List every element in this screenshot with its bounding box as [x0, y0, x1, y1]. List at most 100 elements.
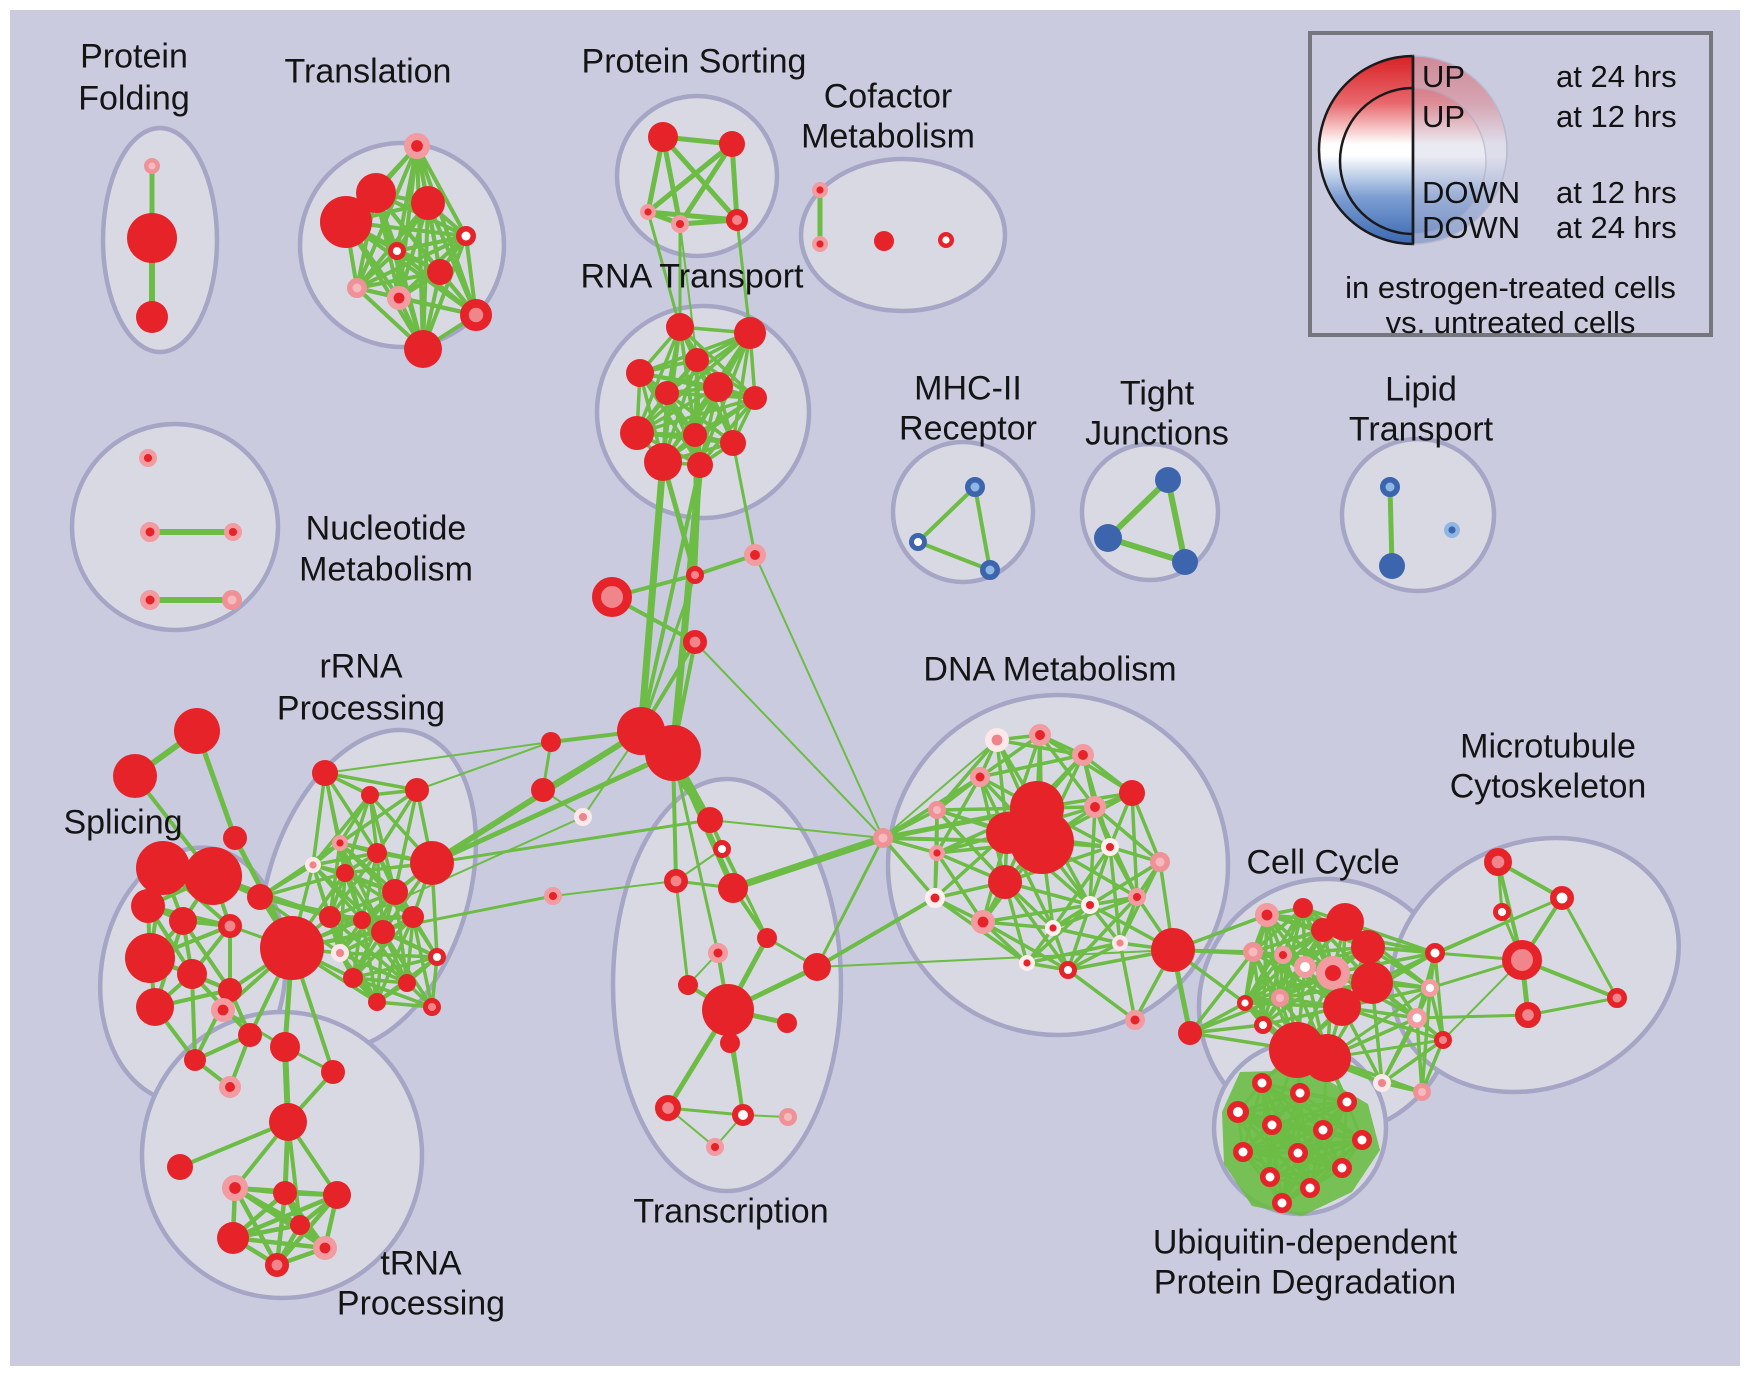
gene-node	[427, 259, 453, 285]
edge	[637, 458, 667, 735]
gene-node	[411, 186, 445, 220]
gene-node	[371, 920, 395, 944]
gene-node	[720, 1033, 740, 1053]
gene-node	[368, 993, 386, 1011]
gene-node	[1433, 1030, 1452, 1049]
edge	[1118, 941, 1137, 1022]
legend-note-line2: vs. untreated cells	[1385, 305, 1636, 340]
edge	[635, 396, 757, 435]
edge	[671, 751, 720, 955]
gene-node	[644, 443, 682, 481]
gene-node	[803, 953, 831, 981]
gene-node	[410, 841, 454, 885]
edge	[355, 270, 442, 290]
edge	[421, 234, 468, 351]
gene-node	[260, 916, 324, 980]
gene-node	[648, 122, 678, 152]
gene-node	[1351, 962, 1393, 1004]
gene-node	[404, 330, 442, 368]
gene-node	[1172, 549, 1198, 575]
gene-node	[1337, 1092, 1357, 1112]
edge	[1088, 805, 1097, 907]
gene-node	[1514, 1002, 1541, 1029]
gene-node	[640, 203, 657, 220]
edge	[360, 918, 409, 985]
gene-node	[264, 1253, 289, 1278]
edge	[635, 325, 682, 435]
gene-node	[663, 868, 688, 893]
gene-node	[184, 1049, 206, 1071]
legend-row-dir: UP	[1422, 59, 1466, 94]
edge	[338, 951, 439, 959]
edge	[178, 1120, 290, 1169]
gene-node	[1379, 553, 1405, 579]
gene-node	[361, 786, 379, 804]
gene-node	[1119, 780, 1145, 806]
gene-node	[1100, 837, 1119, 856]
gene-node	[925, 888, 945, 908]
gene-node	[388, 242, 407, 261]
gene-node	[136, 301, 168, 333]
edge	[328, 841, 342, 919]
edge	[981, 920, 1070, 972]
gene-node	[718, 873, 748, 903]
edge	[1251, 906, 1305, 954]
edge	[660, 134, 740, 223]
edge	[415, 144, 468, 238]
gene-node	[217, 1222, 249, 1254]
gene-node	[223, 826, 247, 850]
gene-node	[343, 968, 363, 988]
gene-node	[169, 907, 197, 935]
edge	[360, 851, 379, 922]
legend-box	[1308, 31, 1713, 337]
edge	[646, 210, 682, 329]
gene-node	[970, 767, 990, 787]
gene-node	[323, 1181, 351, 1209]
edge	[1387, 484, 1395, 569]
gene-node	[980, 560, 1000, 580]
gene-node	[224, 522, 243, 541]
edge	[916, 540, 992, 572]
gene-node	[320, 196, 372, 248]
gene-node	[697, 807, 723, 833]
gene-node	[1178, 1021, 1202, 1045]
gene-node	[1407, 1008, 1427, 1028]
gene-node	[573, 807, 592, 826]
gene-node	[812, 235, 829, 252]
gene-node	[1293, 898, 1313, 918]
legend-row-time: at 24 hrs	[1556, 210, 1677, 245]
edge	[973, 485, 992, 572]
gene-node	[543, 886, 562, 905]
gene-node	[1420, 978, 1439, 997]
legend-row-dir: DOWN	[1422, 210, 1521, 245]
edge	[1380, 1038, 1445, 1085]
gene-node	[1019, 955, 1036, 972]
gene-node	[678, 975, 698, 995]
gene-node	[270, 1032, 300, 1062]
gene-node	[685, 565, 704, 584]
gene-node	[626, 359, 654, 387]
edge	[323, 771, 379, 855]
gene-node	[221, 1174, 248, 1201]
edge	[731, 441, 757, 557]
gene-node	[140, 590, 160, 610]
gene-node	[1260, 1167, 1280, 1187]
edge	[1415, 1013, 1530, 1020]
gene-node	[778, 1107, 797, 1126]
edge	[1066, 941, 1122, 972]
gene-node	[211, 997, 236, 1022]
edge	[1420, 1038, 1445, 1094]
edge	[1526, 996, 1619, 1017]
edge	[694, 641, 884, 839]
edge	[258, 871, 347, 899]
legend-row-dir: DOWN	[1422, 175, 1521, 210]
gene-node	[1094, 524, 1122, 552]
gene-node	[218, 978, 242, 1002]
edge	[815, 896, 937, 969]
gene-node	[732, 1104, 755, 1127]
gene-node	[1127, 887, 1146, 906]
gene-node	[305, 857, 322, 874]
edge	[1066, 968, 1137, 1022]
gene-node	[1550, 885, 1575, 910]
